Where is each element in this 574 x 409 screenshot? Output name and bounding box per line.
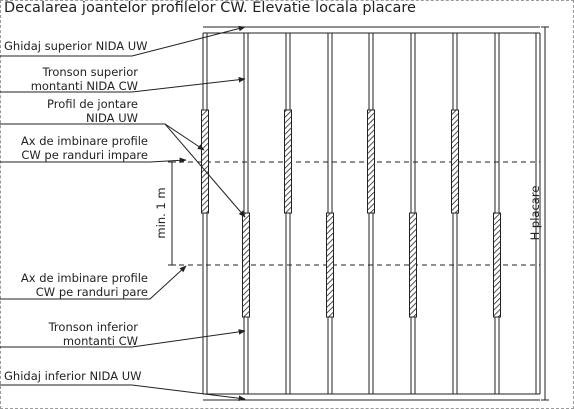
bottom-track-uw (203, 393, 540, 401)
joint-profile (201, 109, 209, 214)
joint-profile (451, 109, 459, 214)
joint-profile (409, 212, 417, 318)
joint-profile (284, 109, 292, 214)
label-even-axis-1: Ax de imbinare profile (20, 271, 148, 285)
label-odd-axis-1: Ax de imbinare profile (20, 134, 148, 148)
label-bottom-track: Ghidaj inferior NIDA UW (4, 369, 142, 383)
label-odd-axis-2: CW pe randuri impare (21, 148, 148, 162)
leader-odd-axis (0, 157, 187, 164)
drawing-title: Decalarea joantelor profilelor CW. Eleva… (4, 0, 416, 16)
joint-profile (242, 212, 250, 318)
joint-profile (367, 109, 375, 214)
leader-joint-profile-1 (0, 123, 205, 151)
label-bottom-stud-segment-2: montanti CW (62, 334, 138, 348)
leader-bottom-track (0, 384, 246, 402)
label-joint-profile-2: NIDA UW (86, 111, 138, 125)
label-even-axis-2: CW pe randuri pare (35, 285, 148, 299)
joint-profile (493, 212, 501, 318)
h-placare-label: H placare (528, 186, 542, 241)
joint-profile (326, 212, 334, 318)
label-joint-profile-1: Profil de jontare (47, 97, 138, 111)
top-track-uw (203, 26, 540, 34)
leader-lines (0, 25, 246, 402)
label-top-track: Ghidaj superior NIDA UW (4, 39, 148, 53)
leader-top-stud-segment (0, 76, 246, 93)
min-1m-dimension (168, 161, 176, 266)
joint-profiles (201, 109, 501, 318)
leader-bottom-stud-segment (0, 329, 246, 348)
leader-top-track (0, 25, 246, 57)
label-top-stud-segment-1: Tronson superior (42, 65, 138, 79)
h-placare-dimension (541, 26, 549, 401)
label-bottom-stud-segment-1: Tronson inferior (48, 320, 138, 334)
min-1m-label: min. 1 m (154, 187, 168, 238)
leader-even-axis (0, 265, 187, 300)
leader-joint-profile-2 (164, 123, 246, 218)
label-top-stud-segment-2: montanti NIDA CW (30, 79, 138, 93)
